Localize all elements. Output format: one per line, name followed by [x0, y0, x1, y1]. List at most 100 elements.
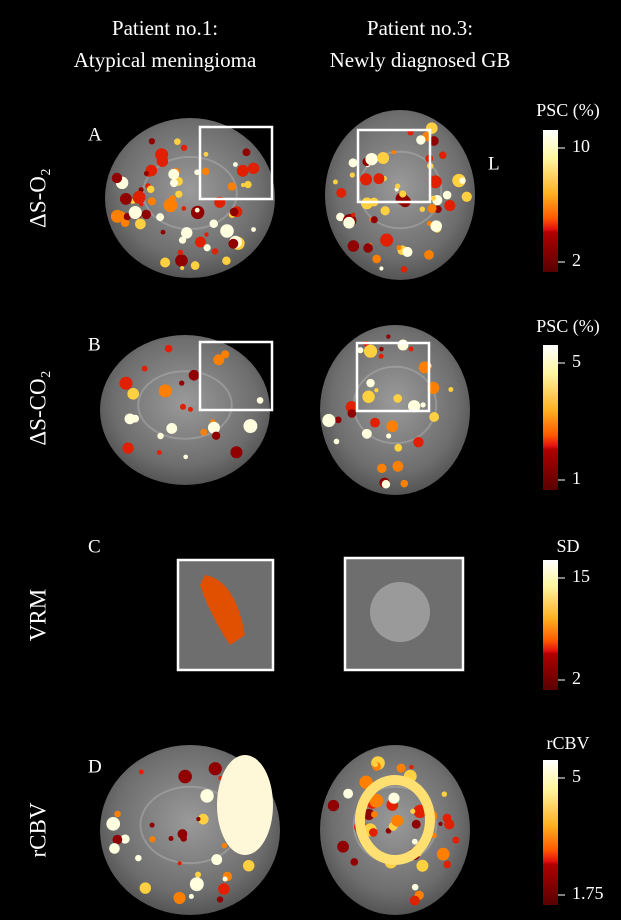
activation-blob	[111, 210, 124, 223]
activation-blob	[248, 163, 259, 174]
activation-blob	[429, 412, 439, 422]
colorbar-title: rCBV	[546, 733, 589, 753]
activation-blob	[452, 837, 459, 844]
activation-blob	[343, 789, 353, 799]
column-header: Patient no.3:	[367, 16, 473, 40]
activation-blob	[200, 429, 207, 436]
activation-blob	[178, 250, 183, 255]
activation-blob	[412, 839, 418, 845]
activation-blob	[371, 811, 378, 818]
colorbar	[543, 560, 558, 690]
activation-blob	[430, 220, 442, 232]
column-header: Patient no.1:	[112, 16, 218, 40]
activation-blob	[106, 817, 120, 831]
activation-blob	[438, 822, 442, 826]
activation-blob	[209, 762, 222, 775]
activation-blob	[364, 345, 377, 358]
activation-blob	[120, 193, 132, 205]
activation-blob	[328, 800, 339, 811]
activation-blob	[156, 213, 164, 221]
colorbar	[543, 130, 558, 272]
activation-blob	[386, 420, 398, 432]
activation-blob	[164, 198, 178, 212]
row-label: ΔS-CO₂	[25, 370, 50, 445]
activation-blob	[204, 232, 208, 236]
colorbar-title: PSC (%)	[536, 100, 600, 121]
activation-blob	[382, 480, 390, 488]
activation-blob	[444, 819, 454, 829]
activation-blob	[196, 817, 200, 821]
activation-blob	[188, 407, 193, 412]
activation-blob	[459, 177, 465, 183]
activation-blob	[142, 210, 151, 219]
panel-letter: D	[88, 756, 102, 777]
activation-blob	[173, 892, 185, 904]
colorbar-min: 1.75	[572, 883, 604, 903]
activation-blob	[348, 240, 360, 252]
row-label: VRM	[25, 589, 50, 641]
activation-blob	[170, 179, 178, 187]
activation-blob	[377, 152, 389, 164]
activation-blob	[191, 261, 200, 270]
activation-blob	[109, 843, 120, 854]
activation-blob	[350, 172, 355, 177]
activation-blob	[183, 455, 188, 460]
activation-blob	[442, 791, 447, 796]
activation-blob	[394, 444, 402, 452]
activation-blob	[393, 394, 402, 403]
activation-blob	[175, 254, 188, 267]
activation-blob	[180, 266, 184, 270]
activation-blob	[363, 243, 373, 253]
activation-blob	[416, 135, 425, 144]
activation-blob	[350, 858, 358, 866]
activation-blob	[243, 419, 257, 433]
activation-blob	[381, 206, 390, 215]
activation-blob	[333, 180, 338, 185]
activation-blob	[195, 208, 200, 213]
activation-blob	[211, 854, 222, 865]
activation-blob	[428, 204, 437, 213]
activation-blob	[448, 387, 453, 392]
activation-blob	[178, 770, 192, 784]
activation-blob	[373, 762, 378, 767]
activation-blob	[223, 876, 228, 881]
activation-blob	[444, 861, 452, 869]
activation-blob	[230, 208, 239, 217]
activation-blob	[410, 896, 420, 906]
activation-blob	[175, 191, 182, 198]
column-header: Atypical meningioma	[74, 48, 257, 72]
activation-blob	[379, 354, 384, 359]
activation-blob	[243, 148, 251, 156]
activation-blob	[420, 207, 425, 212]
colorbar-title: PSC (%)	[536, 316, 600, 337]
colorbar-min: 2	[572, 668, 581, 688]
activation-blob	[462, 192, 472, 202]
activation-blob	[412, 820, 421, 829]
activation-blob	[222, 843, 228, 849]
side-label: L	[488, 153, 500, 174]
activation-blob	[391, 815, 403, 827]
activation-blob	[409, 346, 414, 351]
activation-blob	[147, 186, 154, 193]
activation-blob	[140, 882, 151, 893]
panel-letter: A	[88, 124, 102, 145]
activation-blob	[395, 183, 400, 188]
activation-blob	[114, 811, 121, 818]
colorbar-max: 5	[572, 766, 581, 786]
activation-blob	[212, 248, 218, 254]
activation-blob	[202, 168, 209, 175]
activation-blob	[233, 162, 238, 167]
activation-blob	[377, 464, 386, 473]
activation-blob	[129, 206, 142, 219]
activation-blob	[133, 191, 146, 204]
activation-blob	[161, 230, 166, 235]
activation-blob	[237, 165, 249, 177]
activation-blob	[204, 152, 209, 157]
activation-blob	[401, 480, 409, 488]
activation-blob	[230, 446, 242, 458]
activation-blob	[439, 151, 447, 159]
activation-blob	[397, 764, 406, 773]
activation-blob	[343, 217, 355, 229]
panel-letter: C	[88, 536, 101, 557]
activation-blob	[217, 896, 223, 902]
